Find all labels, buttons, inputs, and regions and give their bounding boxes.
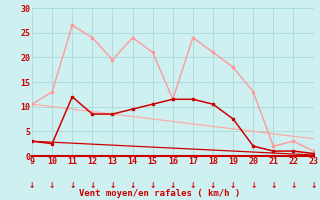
- Text: ↓: ↓: [190, 182, 196, 190]
- Text: ↓: ↓: [29, 182, 35, 190]
- Text: ↓: ↓: [129, 182, 136, 190]
- Text: ↓: ↓: [270, 182, 276, 190]
- Text: ↓: ↓: [109, 182, 116, 190]
- Text: ↓: ↓: [250, 182, 256, 190]
- Text: ↓: ↓: [49, 182, 55, 190]
- Text: ↓: ↓: [170, 182, 176, 190]
- Text: Vent moyen/en rafales ( km/h ): Vent moyen/en rafales ( km/h ): [79, 189, 241, 198]
- Text: ↓: ↓: [310, 182, 317, 190]
- Text: ↓: ↓: [210, 182, 216, 190]
- Text: ↓: ↓: [69, 182, 76, 190]
- Text: ↓: ↓: [230, 182, 236, 190]
- Text: ↓: ↓: [149, 182, 156, 190]
- Text: ↓: ↓: [89, 182, 96, 190]
- Text: ↓: ↓: [290, 182, 297, 190]
